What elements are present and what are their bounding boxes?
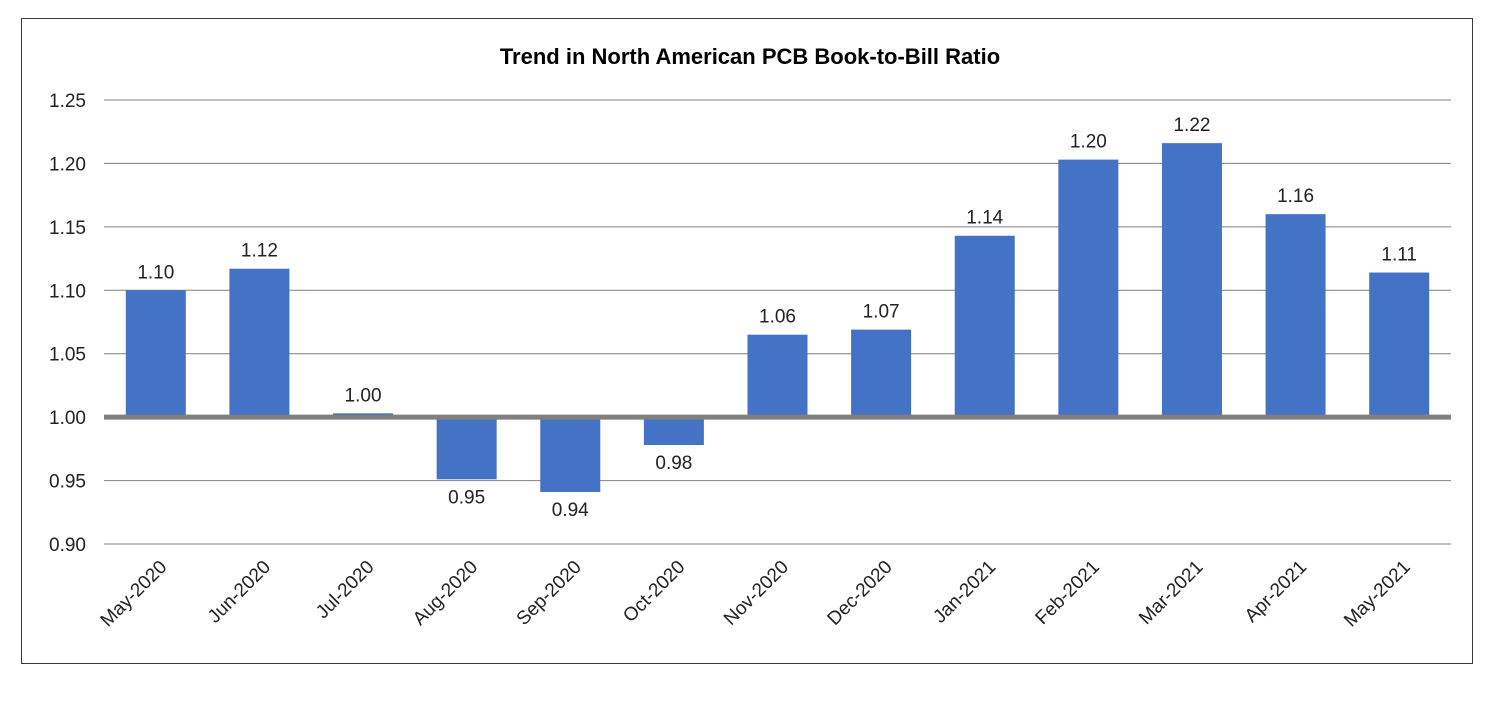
x-tick-label: Sep-2020 bbox=[513, 557, 586, 630]
x-tick-label: Aug-2020 bbox=[409, 557, 482, 630]
x-tick-label: May-2021 bbox=[1340, 557, 1415, 632]
bar bbox=[540, 417, 601, 492]
bars bbox=[125, 143, 1430, 492]
bar bbox=[436, 417, 497, 480]
y-axis-ticks: 1.25 1.20 1.15 1.10 1.05 1.00 0.95 0.90 bbox=[49, 91, 86, 556]
data-label: 1.10 bbox=[137, 262, 174, 283]
x-tick-label: Jul-2020 bbox=[312, 557, 378, 623]
bar bbox=[1265, 214, 1326, 418]
y-tick-label: 1.05 bbox=[49, 345, 86, 366]
x-axis-ticks: May-2020 Jun-2020 Jul-2020 Aug-2020 Sep-2020… bbox=[97, 557, 1415, 632]
x-tick-label: Nov-2020 bbox=[720, 557, 793, 630]
y-tick-label: 1.20 bbox=[49, 154, 86, 175]
bar bbox=[1369, 272, 1430, 418]
x-tick-label: May-2020 bbox=[97, 557, 172, 632]
chart-title: Trend in North American PCB Book-to-Bill… bbox=[500, 44, 1000, 69]
data-label: 1.20 bbox=[1070, 132, 1107, 153]
bar bbox=[125, 290, 186, 418]
bar bbox=[851, 329, 912, 418]
bar bbox=[1058, 159, 1119, 418]
y-tick-label: 0.95 bbox=[49, 472, 86, 493]
x-tick-label: Oct-2020 bbox=[619, 557, 689, 627]
data-label: 0.94 bbox=[552, 500, 589, 521]
bar bbox=[1161, 143, 1222, 418]
x-tick-label: Jan-2021 bbox=[929, 557, 1000, 628]
y-tick-label: 1.25 bbox=[49, 91, 86, 112]
data-label: 1.00 bbox=[345, 385, 382, 406]
data-label: 0.95 bbox=[448, 487, 485, 508]
data-label: 0.98 bbox=[655, 453, 692, 474]
x-tick-label: Apr-2021 bbox=[1241, 557, 1311, 627]
data-label: 1.11 bbox=[1381, 245, 1417, 266]
x-tick-label: Jun-2020 bbox=[204, 557, 275, 628]
data-label: 1.12 bbox=[241, 241, 278, 262]
x-tick-label: Dec-2020 bbox=[824, 557, 897, 630]
data-label: 1.07 bbox=[863, 302, 900, 323]
gridlines bbox=[104, 99, 1451, 545]
data-label: 1.22 bbox=[1173, 115, 1210, 136]
data-label: 1.14 bbox=[966, 208, 1003, 229]
chart-frame bbox=[21, 18, 1473, 664]
data-labels: 1.10 1.12 1.00 0.95 0.94 0.98 1.06 1.07 1.14 1.20… bbox=[137, 115, 1417, 521]
y-tick-label: 1.10 bbox=[49, 281, 86, 302]
bar bbox=[954, 235, 1015, 418]
data-label: 1.16 bbox=[1277, 186, 1314, 207]
x-tick-label: Mar-2021 bbox=[1135, 557, 1207, 629]
bar bbox=[229, 268, 290, 418]
bar bbox=[643, 417, 704, 446]
x-tick-label: Feb-2021 bbox=[1032, 557, 1104, 629]
bar bbox=[747, 334, 808, 418]
data-label: 1.06 bbox=[759, 307, 796, 328]
y-tick-label: 1.15 bbox=[49, 218, 86, 239]
y-tick-label: 1.00 bbox=[49, 408, 86, 429]
y-tick-label: 0.90 bbox=[49, 535, 86, 556]
